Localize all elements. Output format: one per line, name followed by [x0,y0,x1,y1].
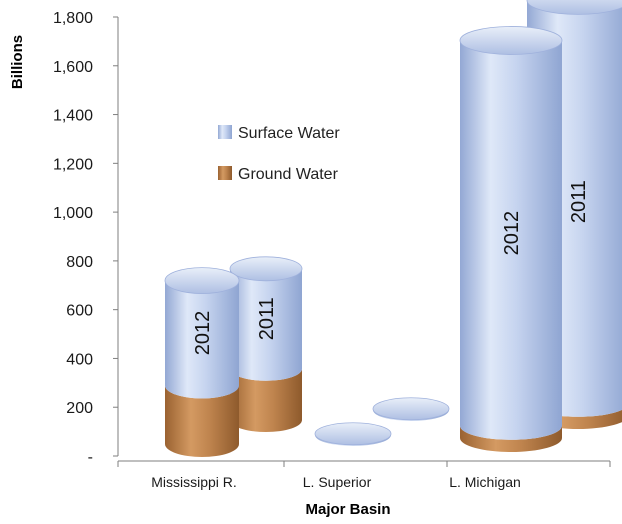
bar-top-cap [164,267,240,294]
y-tick-label: 1,000 [53,205,93,222]
bar-top-cap [372,397,450,421]
legend-label-surface-water: Surface Water [238,125,340,142]
y-tick-label: 200 [66,400,93,417]
axis-layer: - 200 400 600 800 1,000 1,200 1,400 1,600 1,800 Mi… [53,10,611,490]
bar-ground-water-segment [230,368,302,432]
legend: Surface Water Ground Water [218,125,340,183]
legend-swatch-surface-water [218,125,232,139]
bar-year-label: 2011 [568,180,590,223]
bar-surface-water-segment [460,40,562,440]
bar-surface-water-segment [165,280,239,399]
x-axis-title: Major Basin [305,501,390,518]
bar-year-label: 2011 [256,297,278,340]
bar-ground-water-segment [460,425,562,452]
bar-year-label: 2012 [192,311,214,356]
bar-ground-water-segment [165,385,239,457]
y-tick-label: 1,800 [53,10,93,27]
y-tick-label: 800 [66,254,93,271]
bars-layer: 2011 2012 2011 2012 [164,0,622,457]
x-tick-label: Mississippi R. [151,474,237,490]
bar-top-cap [459,26,563,55]
bar-surface-water-segment [230,268,302,381]
legend-label-ground-water: Ground Water [238,166,339,183]
legend-swatch-ground-water [218,166,232,180]
y-tick-label: 400 [66,351,93,368]
y-tick-label: 600 [66,303,93,320]
x-tick-label: L. Superior [303,474,372,490]
bar-top-cap [314,422,392,446]
x-tick-label: L. Michigan [449,474,521,490]
bar-top-cap [229,256,303,282]
y-tick-label: 1,200 [53,156,93,173]
bar-year-label: 2012 [501,211,523,256]
y-tick-label: - [88,449,93,466]
y-tick-label: 1,400 [53,108,93,125]
bar-top-cap [526,0,622,15]
y-tick-label: 1,600 [53,59,93,76]
y-axis-title: Billions [9,35,26,89]
